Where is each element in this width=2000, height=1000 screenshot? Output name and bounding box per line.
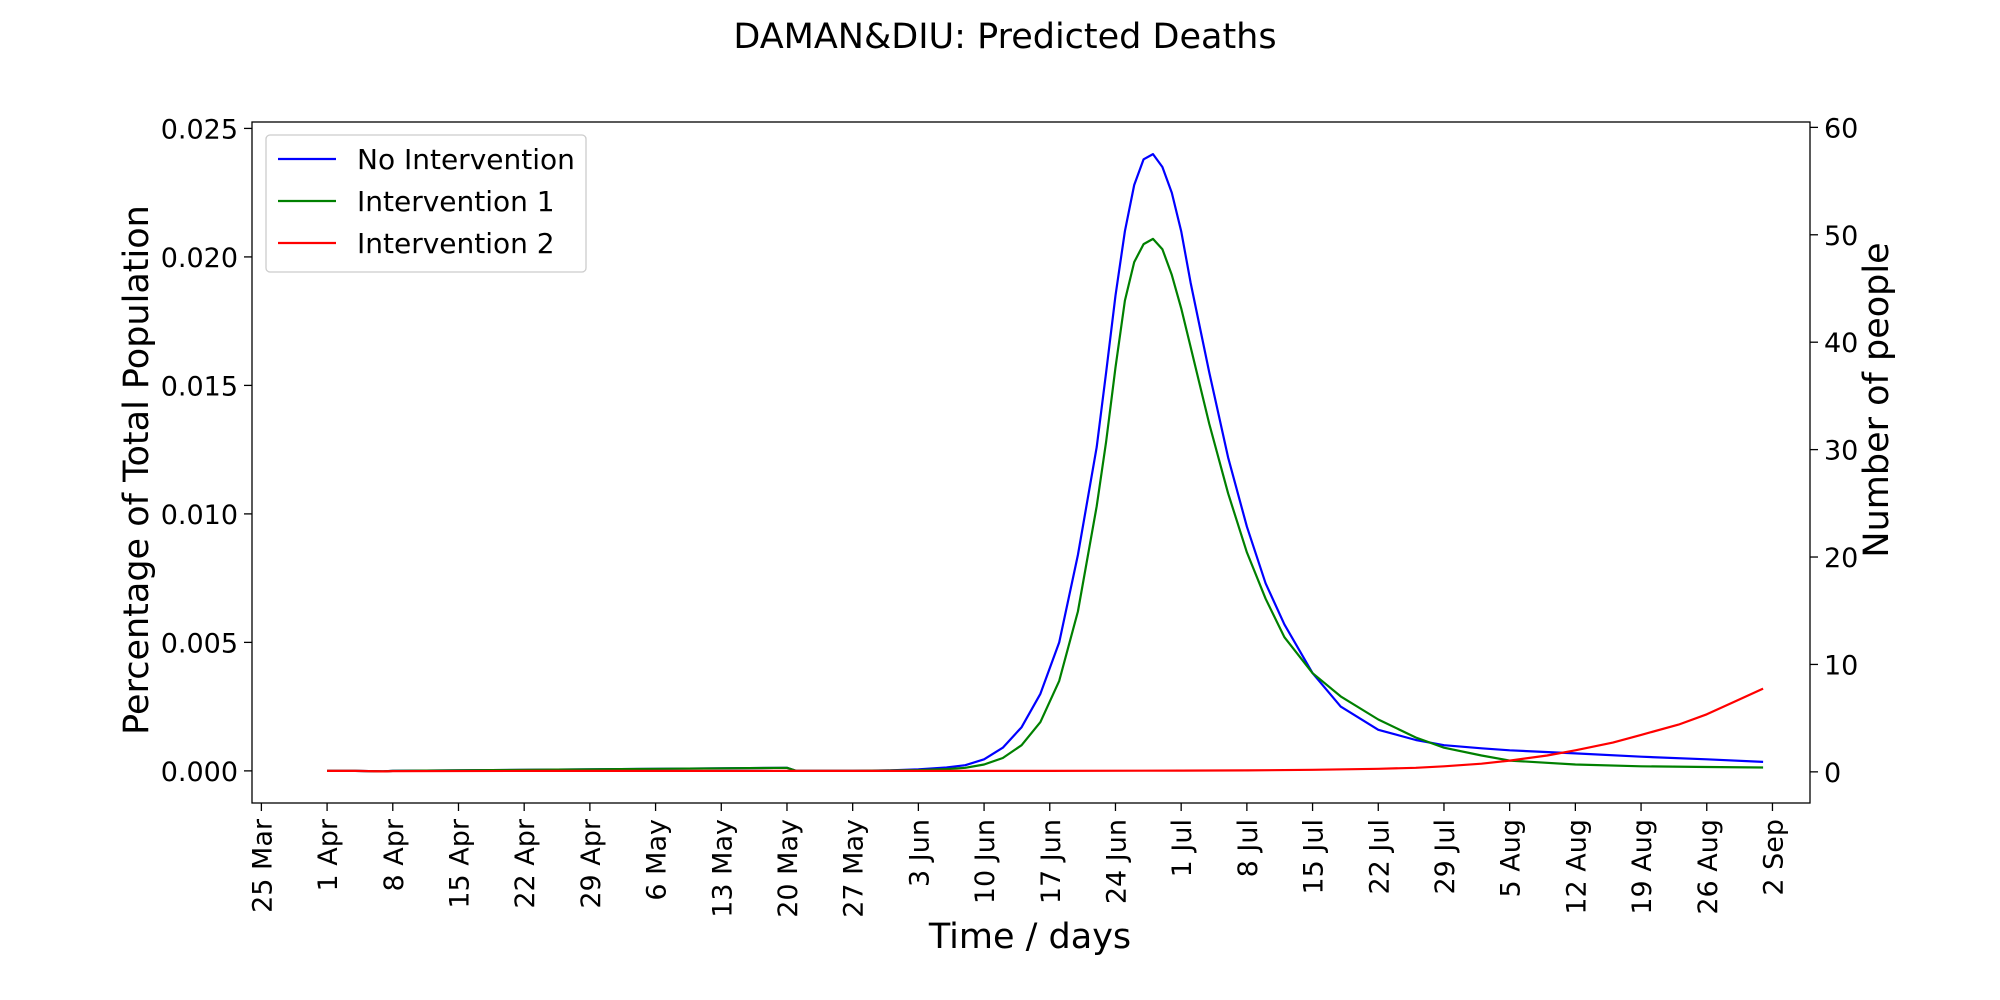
x-tick-label: 20 May (773, 819, 804, 918)
y-tick-label: 0.015 (161, 371, 238, 402)
x-tick-label: 15 Apr (444, 818, 475, 909)
x-tick-label: 2 Sep (1758, 819, 1789, 896)
x-axis-label: Time / days (928, 917, 1131, 957)
x-tick-label: 22 Apr (510, 818, 541, 909)
legend-label-3: Intervention 2 (357, 227, 555, 260)
series-line-3 (327, 687, 1764, 773)
y-tick-label: 0.005 (161, 628, 238, 659)
x-tick-label: 22 Jul (1364, 819, 1395, 895)
legend-label-2: Intervention 1 (357, 185, 555, 218)
x-tick-label: 6 May (642, 819, 673, 901)
x-tick-label: 19 Aug (1627, 819, 1658, 915)
x-tick-label: 26 Aug (1693, 819, 1724, 915)
plot-frame (251, 121, 1811, 804)
x-tick-label: 29 Jul (1430, 819, 1461, 895)
y-right-tick-label: 60 (1824, 113, 1858, 144)
plot-lines (327, 153, 1764, 773)
x-tick-label: 15 Jul (1299, 819, 1330, 895)
y-right-tick-label: 50 (1824, 221, 1858, 252)
y-tick-label: 0.020 (161, 243, 238, 274)
x-axis: 25 Mar 1 Apr 8 Apr 15 Apr 22 Apr 29 Apr 6 May 1… (247, 803, 1789, 918)
y-axis-label-right: Number of people (1857, 242, 1897, 557)
y-axis-left: 0.000 0.005 0.010 0.015 0.020 0.025 (161, 114, 252, 788)
y-right-tick-label: 20 (1824, 543, 1858, 574)
x-tick-label: 3 Jun (904, 819, 935, 887)
x-tick-label: 8 Jul (1233, 819, 1264, 877)
y-axis-right: 0 10 20 30 40 50 60 (1810, 113, 1858, 789)
legend-box (265, 134, 587, 273)
x-tick-label: 25 Mar (247, 818, 278, 913)
x-tick-label: 27 May (839, 819, 870, 918)
chart-title: DAMAN&DIU: Predicted Deaths (733, 17, 1276, 57)
x-tick-label: 1 Jul (1167, 819, 1198, 877)
x-tick-label: 29 Apr (576, 818, 607, 909)
legend: No Intervention Intervention 1 Interventio… (265, 134, 587, 273)
y-tick-label: 0.000 (161, 757, 238, 788)
y-axis-label: Percentage of Total Population (117, 205, 157, 735)
y-right-tick-label: 0 (1824, 758, 1841, 789)
x-tick-label: 1 Apr (313, 818, 344, 891)
x-tick-label: 13 May (707, 819, 738, 918)
legend-label-1: No Intervention (357, 143, 575, 176)
y-tick-label: 0.025 (161, 114, 238, 145)
series-line-2 (327, 237, 1764, 773)
x-tick-label: 5 Aug (1496, 819, 1527, 897)
x-tick-label: 12 Aug (1561, 819, 1592, 915)
x-tick-label: 17 Jun (1036, 819, 1067, 904)
x-tick-label: 8 Apr (379, 818, 410, 891)
x-tick-label: 10 Jun (970, 819, 1001, 904)
y-right-tick-label: 40 (1824, 328, 1858, 359)
x-tick-label: 24 Jun (1101, 819, 1132, 904)
y-tick-label: 0.010 (161, 500, 238, 531)
y-right-tick-label: 30 (1824, 436, 1858, 467)
y-right-tick-label: 10 (1824, 650, 1858, 681)
